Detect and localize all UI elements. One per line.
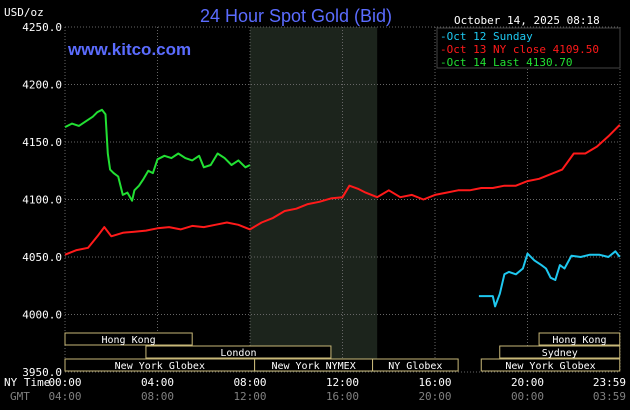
y-tick-label: 4150.0 <box>22 136 62 149</box>
market-box <box>372 358 459 372</box>
y-axis-ticks: 4250.0 4200.0 4150.0 4100.0 4050.0 4000.0 3950… <box>22 21 62 379</box>
market-sessions: Hong Kong London New York Globex New York N… <box>64 332 621 372</box>
price-lines <box>64 108 621 308</box>
x-axis-ticks: 00:00 04:00 08:00 12:00 16:00 20:00 23:5904:00… <box>48 376 626 403</box>
y-tick-label: 4250.0 <box>22 21 62 34</box>
y-tick-label: 4200.0 <box>22 79 62 92</box>
x-tick-label-gmt: 03:59 <box>593 390 626 403</box>
legend-entry: -Oct 12 Sunday <box>440 30 533 43</box>
market-box <box>64 332 193 346</box>
chart-title: 24 Hour Spot Gold (Bid) <box>200 6 392 26</box>
x-tick-label-ny: 16:00 <box>418 376 451 389</box>
x-tick-label-ny: 04:00 <box>141 376 174 389</box>
market-box <box>499 345 621 359</box>
market-box <box>480 358 621 372</box>
x-axis-row-ny-label: NY Time <box>4 376 50 389</box>
y-tick-label: 3950.0 <box>22 366 62 379</box>
x-tick-label-gmt: 04:00 <box>48 390 81 403</box>
market-label: NY Globex <box>388 361 442 372</box>
y-tick-label: 4050.0 <box>22 251 62 264</box>
x-axis-row-gmt-label: GMT <box>10 390 30 403</box>
legend-entry: -Oct 13 NY close 4109.50 <box>440 43 599 56</box>
x-tick-label-ny: 00:00 <box>48 376 81 389</box>
x-tick-label-gmt: 20:00 <box>418 390 451 403</box>
market-label: Sydney <box>542 348 578 359</box>
legend: -Oct 12 Sunday-Oct 13 NY close 4109.50-O… <box>436 27 621 69</box>
x-tick-label-ny: 12:00 <box>326 376 359 389</box>
x-tick-label-ny: 08:00 <box>233 376 266 389</box>
market-label: New York NYMEX <box>271 361 355 372</box>
series-line <box>64 108 251 202</box>
x-tick-label-gmt: 08:00 <box>141 390 174 403</box>
y-tick-label: 4000.0 <box>22 309 62 322</box>
market-box <box>538 332 621 346</box>
legend-box <box>436 27 621 69</box>
y-axis-unit: USD/oz <box>4 6 44 19</box>
chart-date: October 14, 2025 08:18 <box>454 14 600 27</box>
market-label: New York Globex <box>115 361 205 372</box>
x-tick-label-ny: 23:59 <box>593 376 626 389</box>
legend-entry: -Oct 14 Last 4130.70 <box>440 56 572 69</box>
x-tick-label-gmt: 00:00 <box>511 390 544 403</box>
market-label: Hong Kong <box>102 335 156 346</box>
series-line <box>478 250 621 308</box>
brand-watermark: www.kitco.com <box>67 40 191 59</box>
y-tick-label: 4100.0 <box>22 194 62 207</box>
series-line <box>64 124 621 256</box>
x-tick-label-gmt: 12:00 <box>233 390 266 403</box>
grid-lines <box>64 26 621 373</box>
nymex-session-shade <box>250 27 378 372</box>
market-label: Hong Kong <box>552 335 606 346</box>
x-tick-label-ny: 20:00 <box>511 376 544 389</box>
market-box <box>145 345 332 359</box>
market-label: London <box>220 348 256 359</box>
market-label: New York Globex <box>505 361 595 372</box>
x-tick-label-gmt: 16:00 <box>326 390 359 403</box>
